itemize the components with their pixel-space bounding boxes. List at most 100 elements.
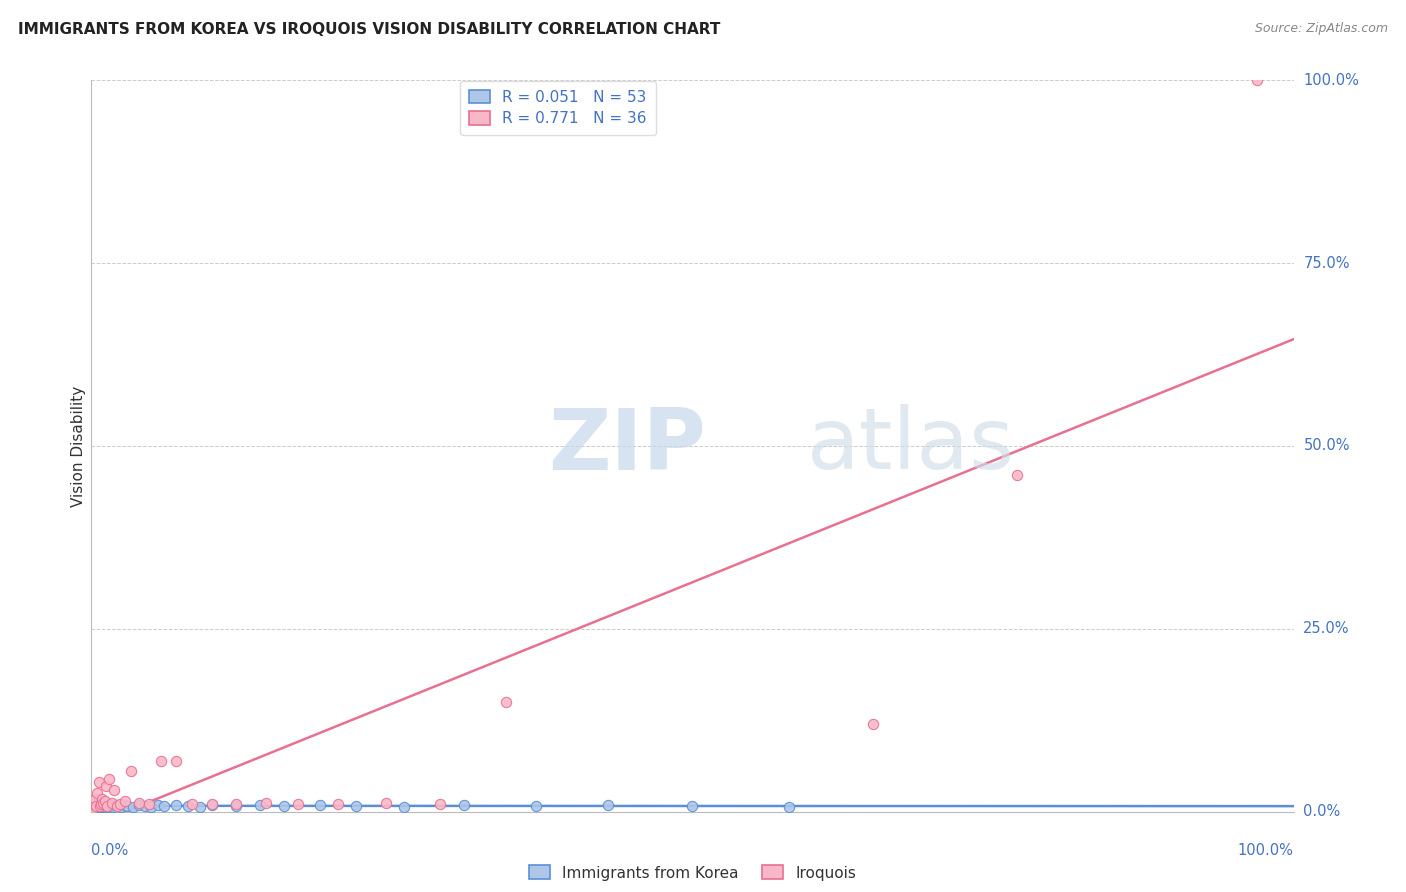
Point <box>495 695 517 709</box>
Point <box>165 798 187 813</box>
Text: 100.0%: 100.0% <box>1303 73 1360 87</box>
Point <box>96 798 118 813</box>
Point <box>120 764 142 779</box>
Point <box>308 798 330 813</box>
Point <box>225 798 247 813</box>
Point <box>287 797 309 812</box>
Point <box>344 798 367 813</box>
Point <box>84 798 107 813</box>
Point <box>90 798 112 813</box>
Point <box>91 791 114 805</box>
Point <box>100 798 122 813</box>
Legend: Immigrants from Korea, Iroquois: Immigrants from Korea, Iroquois <box>522 858 863 888</box>
Point <box>1246 73 1268 87</box>
Point <box>101 798 124 813</box>
Point <box>82 801 104 815</box>
Point <box>138 797 160 812</box>
Point <box>524 798 547 813</box>
Point <box>93 796 115 810</box>
Text: 0.0%: 0.0% <box>1303 805 1340 819</box>
Point <box>326 797 349 812</box>
Point <box>84 800 107 814</box>
Point <box>107 798 129 813</box>
Point <box>150 754 173 768</box>
Point <box>374 796 396 810</box>
Point <box>181 797 204 812</box>
Text: atlas: atlas <box>807 404 1015 488</box>
Point <box>681 798 703 813</box>
Point <box>188 799 211 814</box>
Point <box>89 798 111 813</box>
Text: 75.0%: 75.0% <box>1303 256 1350 270</box>
Point <box>201 797 224 812</box>
Point <box>104 798 127 813</box>
Text: IMMIGRANTS FROM KOREA VS IROQUOIS VISION DISABILITY CORRELATION CHART: IMMIGRANTS FROM KOREA VS IROQUOIS VISION… <box>18 22 721 37</box>
Point <box>87 799 110 814</box>
Point <box>128 796 150 810</box>
Point <box>117 798 139 813</box>
Point <box>83 797 105 812</box>
Point <box>90 797 112 811</box>
Point <box>98 772 121 786</box>
Point <box>110 797 132 812</box>
Point <box>94 799 117 814</box>
Point <box>165 754 187 768</box>
Point <box>97 798 120 813</box>
Text: 0.0%: 0.0% <box>91 843 128 858</box>
Point <box>201 798 224 813</box>
Text: 100.0%: 100.0% <box>1237 843 1294 858</box>
Point <box>89 798 111 813</box>
Point <box>90 797 112 812</box>
Point <box>101 799 124 814</box>
Point <box>152 798 174 813</box>
Point <box>93 800 115 814</box>
Point <box>93 794 115 808</box>
Point <box>114 798 136 813</box>
Point <box>98 800 121 814</box>
Point <box>84 791 107 805</box>
Point <box>94 797 117 812</box>
Point <box>89 800 111 814</box>
Text: ZIP: ZIP <box>548 404 706 488</box>
Point <box>225 797 247 812</box>
Point <box>176 798 198 813</box>
Point <box>87 775 110 789</box>
Point <box>146 798 169 813</box>
Point <box>105 798 128 813</box>
Point <box>84 797 107 812</box>
Point <box>249 798 271 813</box>
Point <box>110 799 132 814</box>
Point <box>91 799 114 814</box>
Point <box>93 798 115 813</box>
Point <box>93 798 115 813</box>
Point <box>86 797 108 811</box>
Point <box>141 799 163 814</box>
Point <box>273 798 295 813</box>
Point <box>429 797 451 812</box>
Point <box>1005 468 1028 483</box>
Point <box>83 798 105 813</box>
Point <box>86 798 108 813</box>
Point <box>114 794 136 808</box>
Point <box>453 798 475 813</box>
Point <box>134 798 156 813</box>
Point <box>778 800 800 814</box>
Point <box>94 779 117 793</box>
Point <box>84 798 107 813</box>
Point <box>122 799 145 814</box>
Text: 25.0%: 25.0% <box>1303 622 1350 636</box>
Point <box>86 787 108 801</box>
Point <box>101 796 124 810</box>
Point <box>103 782 125 797</box>
Point <box>82 801 104 815</box>
Point <box>83 800 105 814</box>
Point <box>128 798 150 813</box>
Point <box>87 797 110 812</box>
Point <box>392 799 415 814</box>
Point <box>254 796 277 810</box>
Text: Source: ZipAtlas.com: Source: ZipAtlas.com <box>1254 22 1388 36</box>
Point <box>84 799 107 814</box>
Y-axis label: Vision Disability: Vision Disability <box>70 385 86 507</box>
Text: 50.0%: 50.0% <box>1303 439 1350 453</box>
Point <box>862 717 884 731</box>
